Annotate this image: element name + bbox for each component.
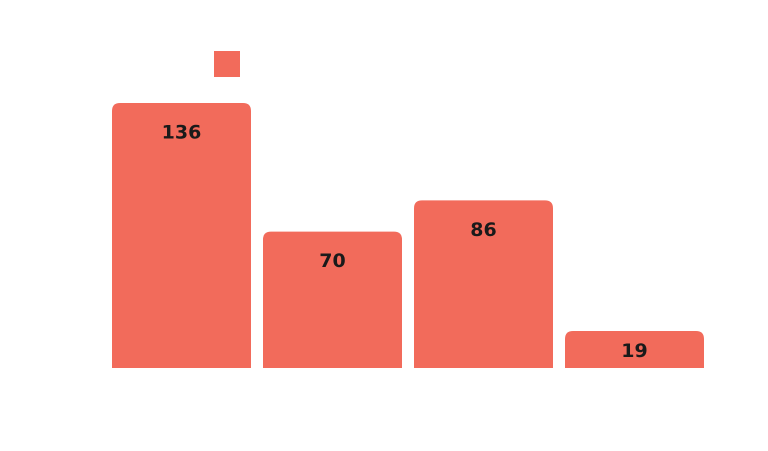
data-label: 19 bbox=[621, 340, 647, 362]
data-label: 86 bbox=[470, 219, 496, 241]
legend-swatch bbox=[214, 51, 240, 77]
data-label: 70 bbox=[319, 250, 345, 272]
data-label: 136 bbox=[162, 122, 202, 144]
bar bbox=[414, 200, 553, 368]
bar bbox=[263, 231, 402, 368]
bar bbox=[565, 330, 704, 368]
bar bbox=[112, 103, 251, 368]
